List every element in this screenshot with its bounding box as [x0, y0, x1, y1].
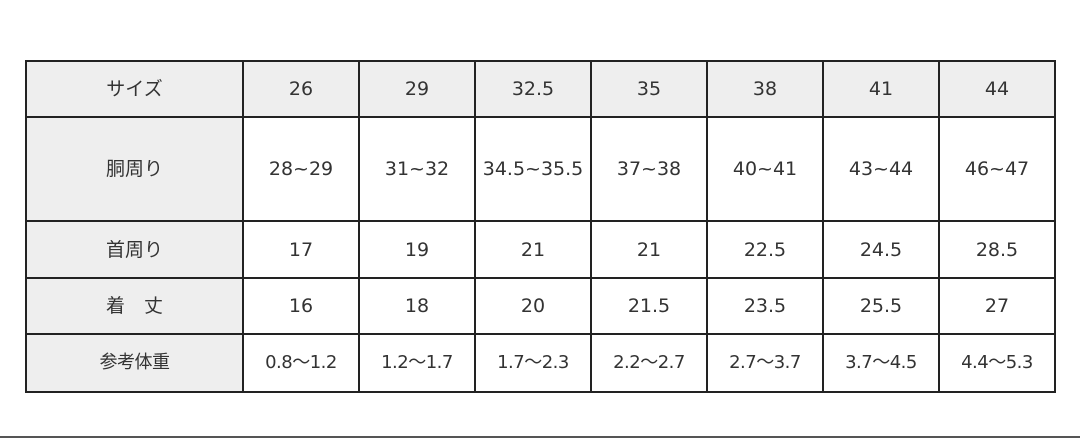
row-label: 胴周り	[25, 116, 244, 222]
table-cell: 46~47	[938, 116, 1056, 222]
size-cell: 26	[242, 60, 360, 118]
size-cell: 32.5	[474, 60, 592, 118]
table-row-neck: 首周り 17 19 21 21 22.5 24.5 28.5	[25, 220, 1056, 279]
size-cell: 29	[358, 60, 476, 118]
table-cell: 19	[358, 220, 476, 279]
table-cell: 2.7〜3.7	[706, 333, 824, 393]
table-cell: 37~38	[590, 116, 708, 222]
size-cell: 44	[938, 60, 1056, 118]
table-cell: 43~44	[822, 116, 940, 222]
table-cell: 21	[474, 220, 592, 279]
table-cell: 28~29	[242, 116, 360, 222]
table-cell: 22.5	[706, 220, 824, 279]
table-cell: 0.8〜1.2	[242, 333, 360, 393]
table-row-length: 着 丈 16 18 20 21.5 23.5 25.5 27	[25, 277, 1056, 335]
table-cell: 16	[242, 277, 360, 335]
table-cell: 28.5	[938, 220, 1056, 279]
size-header-row: サイズ 26 29 32.5 35 38 41 44	[25, 60, 1056, 118]
table-cell: 34.5~35.5	[474, 116, 592, 222]
table-cell: 4.4〜5.3	[938, 333, 1056, 393]
table-cell: 1.2〜1.7	[358, 333, 476, 393]
table-cell: 23.5	[706, 277, 824, 335]
size-chart-table: サイズ 26 29 32.5 35 38 41 44 胴周り 28~29 31~…	[25, 60, 1056, 393]
table-cell: 27	[938, 277, 1056, 335]
table-cell: 31~32	[358, 116, 476, 222]
table-cell: 18	[358, 277, 476, 335]
size-cell: 41	[822, 60, 940, 118]
table-cell: 2.2〜2.7	[590, 333, 708, 393]
table-row-weight: 参考体重 0.8〜1.2 1.2〜1.7 1.7〜2.3 2.2〜2.7 2.7…	[25, 333, 1056, 393]
table-cell: 25.5	[822, 277, 940, 335]
table-cell: 24.5	[822, 220, 940, 279]
table-cell: 3.7〜4.5	[822, 333, 940, 393]
table-cell: 21.5	[590, 277, 708, 335]
divider	[0, 436, 1080, 438]
size-cell: 35	[590, 60, 708, 118]
table-cell: 21	[590, 220, 708, 279]
table-cell: 20	[474, 277, 592, 335]
row-label: 着 丈	[25, 277, 244, 335]
table-cell: 40~41	[706, 116, 824, 222]
row-label: 参考体重	[25, 333, 244, 393]
row-label: 首周り	[25, 220, 244, 279]
size-cell: 38	[706, 60, 824, 118]
table-cell: 1.7〜2.3	[474, 333, 592, 393]
table-row-waist: 胴周り 28~29 31~32 34.5~35.5 37~38 40~41 43…	[25, 116, 1056, 222]
table-cell: 17	[242, 220, 360, 279]
row-label-size: サイズ	[25, 60, 244, 118]
